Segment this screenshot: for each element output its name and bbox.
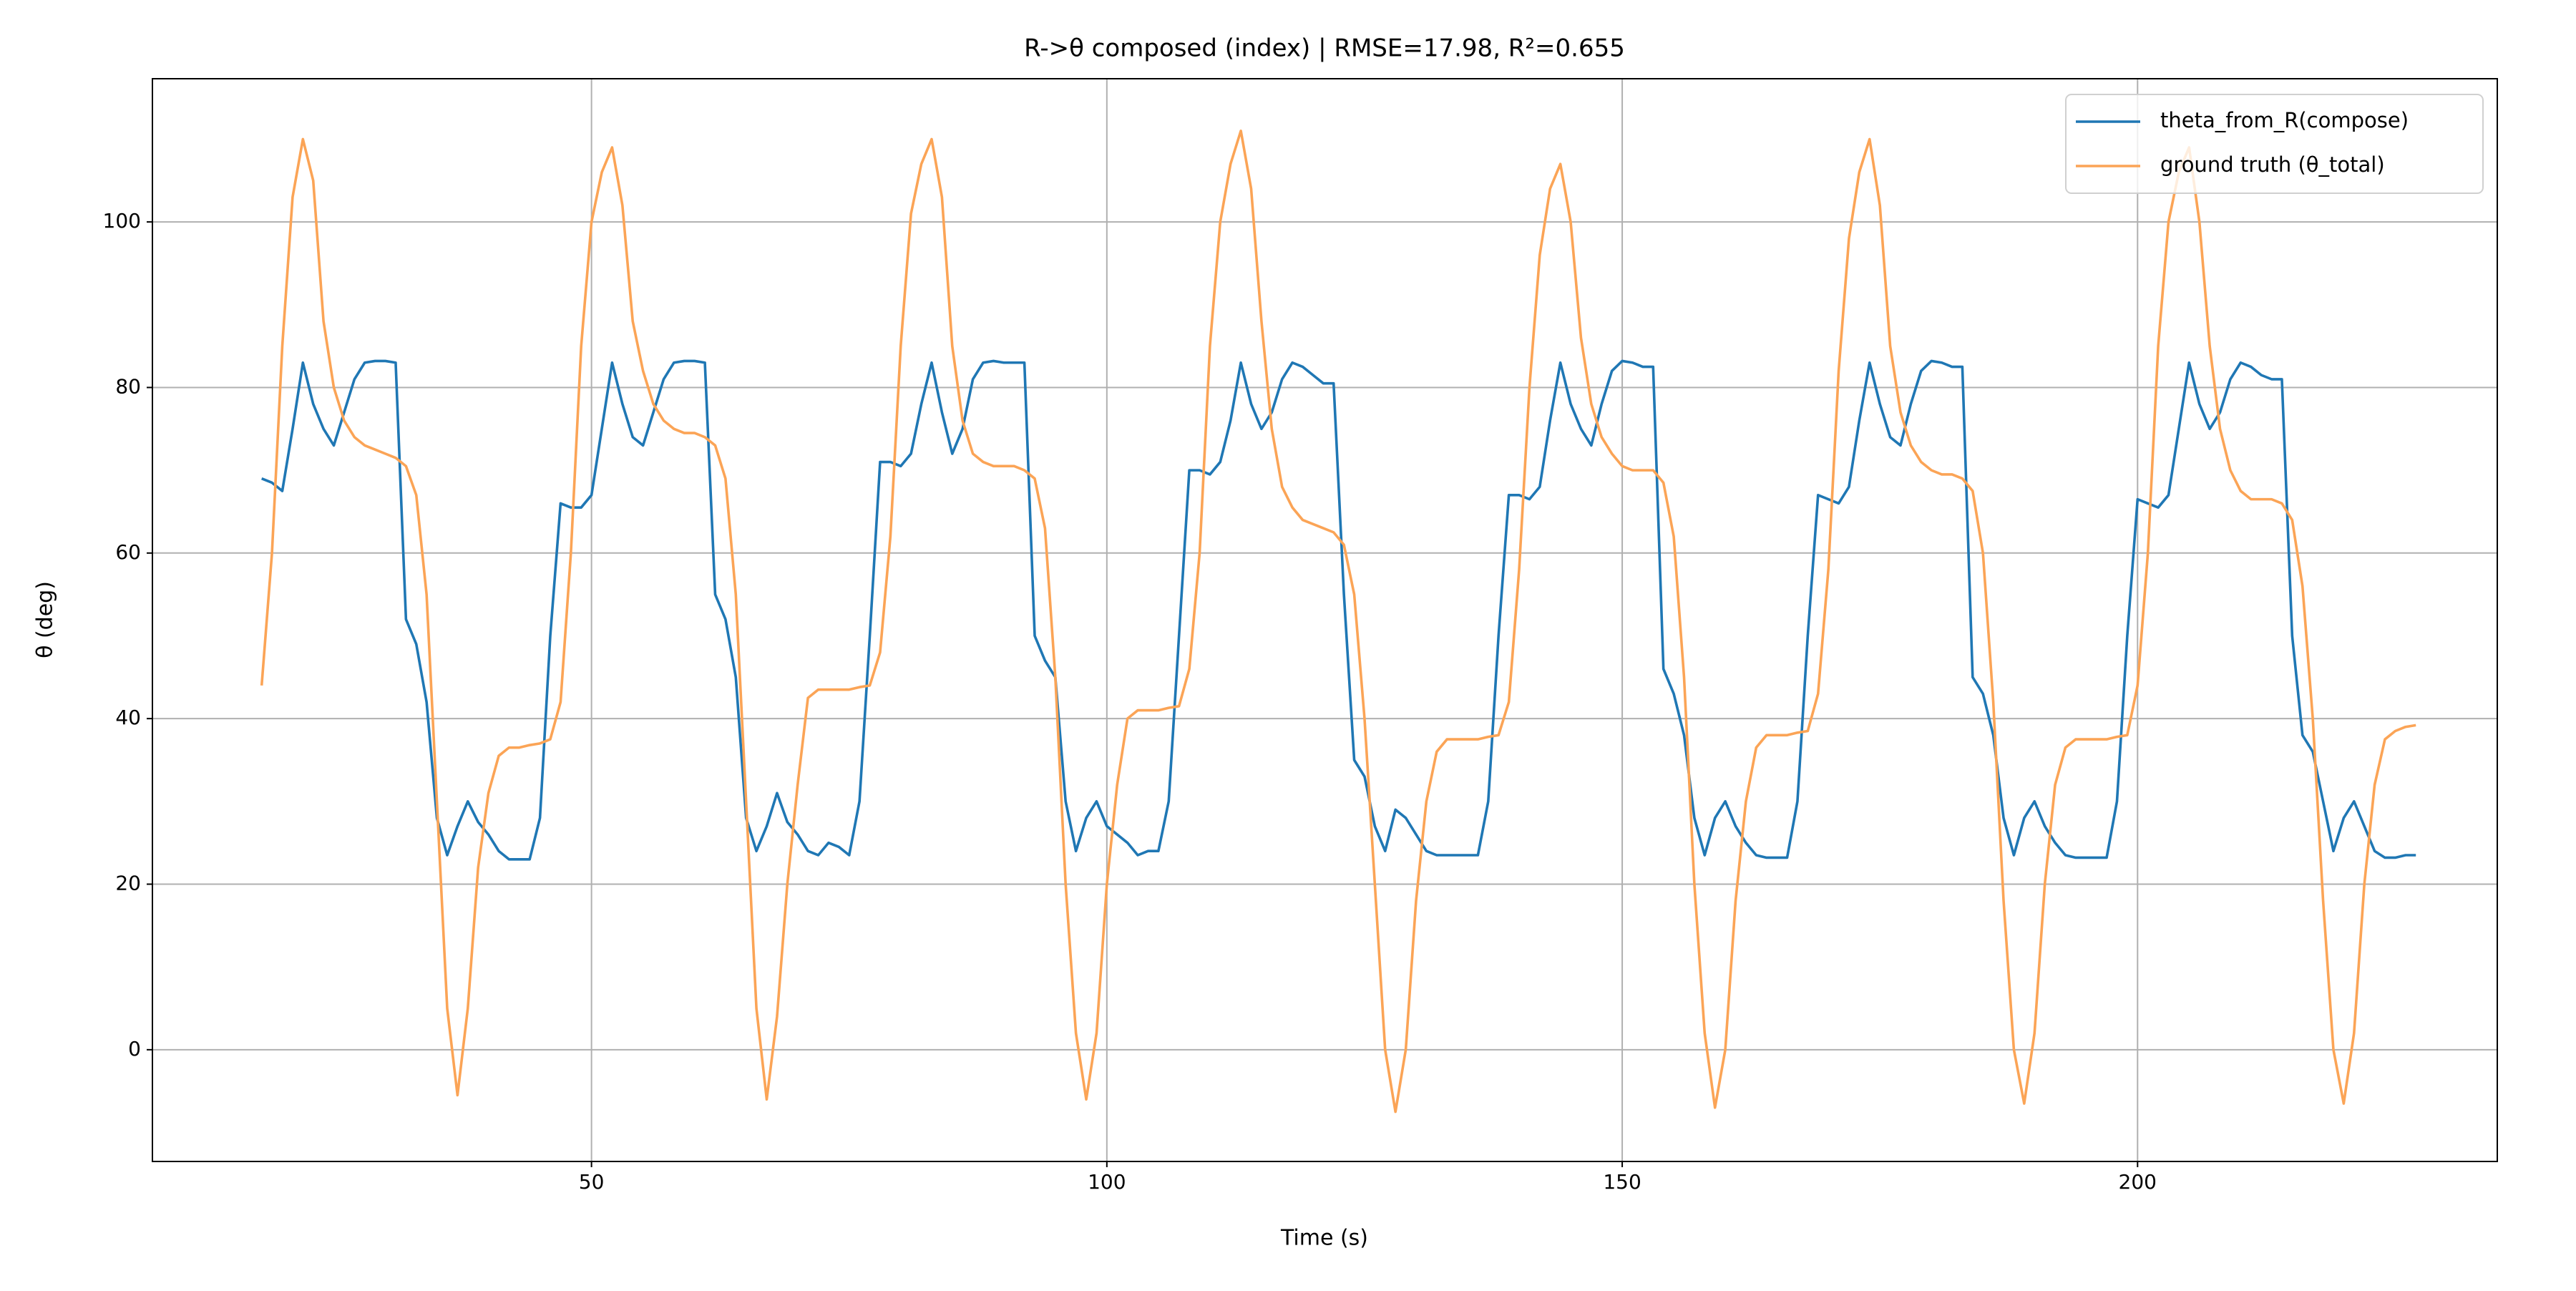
y-tick-label: 80 bbox=[115, 374, 141, 398]
x-tick-label: 50 bbox=[579, 1170, 605, 1194]
x-tick-label: 100 bbox=[1088, 1170, 1126, 1194]
legend-box bbox=[2065, 94, 2484, 194]
y-axis-label: θ (deg) bbox=[33, 581, 58, 658]
axes-frame bbox=[152, 78, 2498, 1162]
legend: theta_from_R(compose)ground truth (θ_tot… bbox=[2065, 94, 2484, 194]
x-tick-label: 200 bbox=[2119, 1170, 2157, 1194]
chart-title: R->θ composed (index) | RMSE=17.98, R²=0… bbox=[1024, 34, 1625, 63]
series-line bbox=[260, 130, 2416, 1114]
y-tick-label: 20 bbox=[115, 871, 141, 895]
y-tick-label: 0 bbox=[128, 1037, 141, 1061]
y-tick-label: 40 bbox=[115, 706, 141, 729]
x-tick-label: 150 bbox=[1603, 1170, 1641, 1194]
y-tick-label: 100 bbox=[103, 209, 141, 233]
y-tick-label: 60 bbox=[115, 540, 141, 564]
legend-label: theta_from_R(compose) bbox=[2160, 108, 2409, 132]
x-axis-label: Time (s) bbox=[1280, 1226, 1368, 1251]
series-line bbox=[261, 359, 2416, 861]
legend-label: ground truth (θ_total) bbox=[2160, 152, 2385, 177]
